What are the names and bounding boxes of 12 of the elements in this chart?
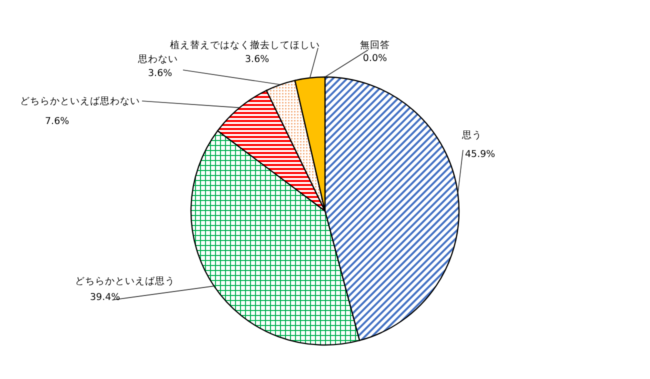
slice-label: 植え替えではなく撤去してほしい [170,39,320,51]
slice-label: どちらかといえば思わない [20,96,140,107]
category-label: 無回答 [360,40,390,51]
slice-label: 思わない [137,54,178,65]
data-label: 45.9% [465,149,496,160]
data-label: 3.6% [245,54,270,65]
data-label: 7.6% [45,116,70,127]
slice-label: 思う [461,130,482,141]
text: 0.0% [362,53,388,64]
data-label: 3.6% [148,68,172,79]
slice-label: どちらかといえば思う [75,276,175,287]
data-label: 39.4% [90,292,120,303]
